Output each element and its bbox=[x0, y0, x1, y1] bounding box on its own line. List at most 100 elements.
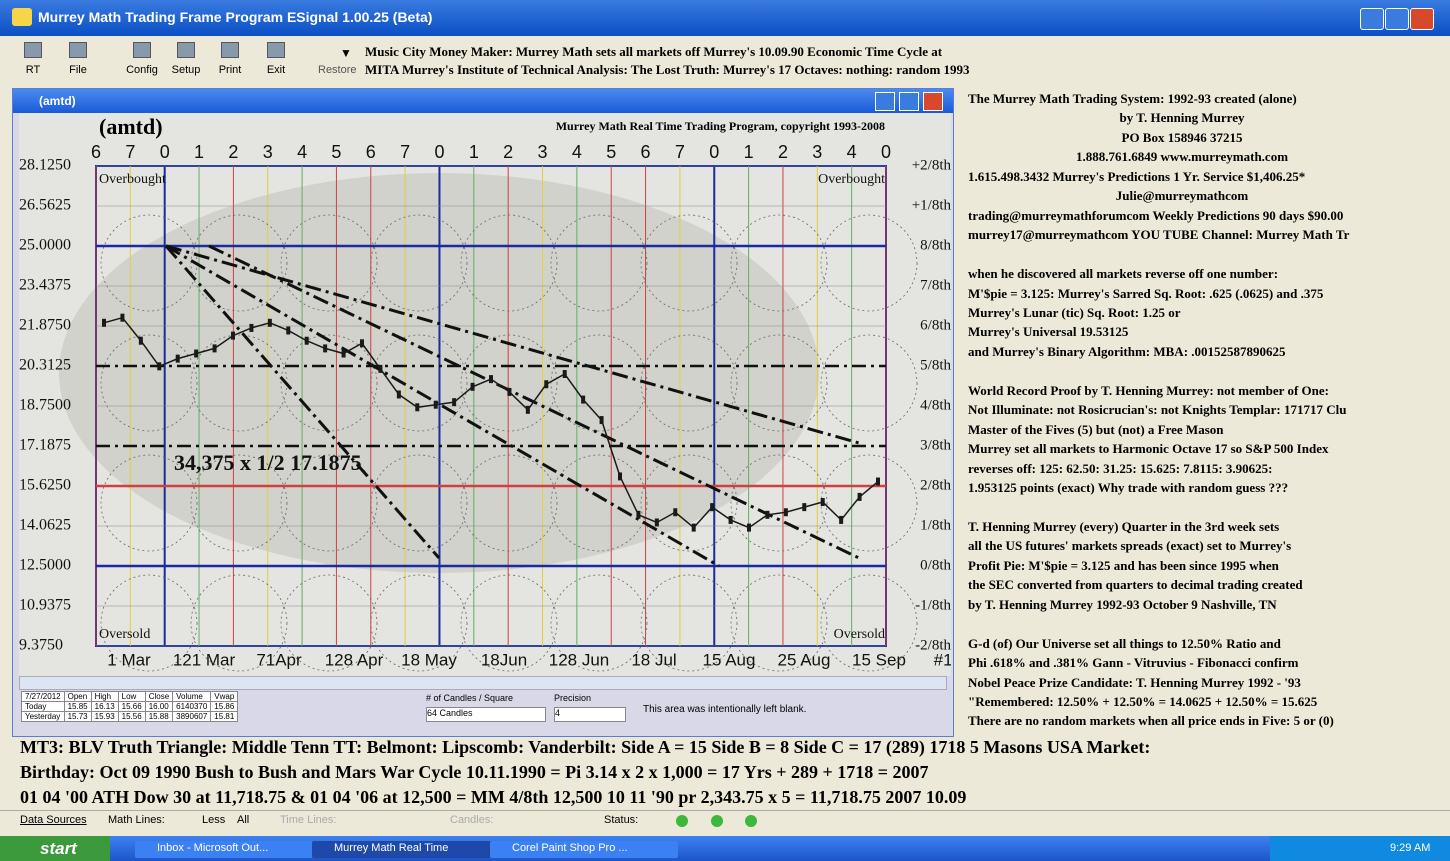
candle bbox=[415, 403, 419, 411]
info-line: murrey17@murreymathcom YOU TUBE Channel:… bbox=[968, 227, 1349, 243]
toolbar-button[interactable]: RT bbox=[13, 64, 53, 76]
chart-window-title: (amtd) bbox=[39, 94, 76, 108]
info-line: G-d (of) Our Universe set all things to … bbox=[968, 636, 1281, 652]
top-label: 2 bbox=[228, 142, 238, 162]
candle bbox=[157, 362, 161, 370]
precision-input[interactable]: 4 bbox=[554, 707, 626, 722]
blank-note: This area was intentionally left blank. bbox=[643, 704, 806, 715]
toolbar-button[interactable]: Print bbox=[210, 64, 250, 76]
x-tick-label: #10C bbox=[934, 650, 951, 669]
x-tick-label: 128 Jun bbox=[549, 650, 610, 669]
table-header-cell: Low bbox=[118, 692, 145, 702]
x-tick-label: 18 May bbox=[401, 650, 457, 669]
info-line: M'$pie = 3.125: Murrey's Sarred Sq. Root… bbox=[968, 286, 1323, 302]
status-light bbox=[711, 815, 723, 827]
top-label: 1 bbox=[744, 142, 754, 162]
maximize-button[interactable] bbox=[899, 92, 919, 111]
info-panel: The Murrey Math Trading System: 1992-93 … bbox=[962, 88, 1450, 735]
right-label: 1/8th bbox=[920, 517, 951, 533]
info-line: Murrey's Universal 19.53125 bbox=[968, 324, 1128, 340]
candle bbox=[636, 511, 640, 519]
candles-input[interactable]: 64 Candles bbox=[426, 707, 546, 722]
status-item: Math Lines: bbox=[108, 814, 165, 826]
horizontal-scrollbar[interactable] bbox=[19, 676, 947, 690]
candle bbox=[120, 314, 124, 322]
table-cell: 16.00 bbox=[145, 702, 172, 712]
candle bbox=[231, 332, 235, 340]
toolbar-icon[interactable] bbox=[177, 42, 195, 58]
minimize-button[interactable] bbox=[1360, 8, 1384, 30]
right-label: 0/8th bbox=[920, 557, 951, 573]
y-tick-label: 9.3750 bbox=[19, 637, 63, 654]
toolbar-icon[interactable] bbox=[24, 42, 42, 58]
close-button[interactable] bbox=[1410, 8, 1434, 30]
toolbar: ▼ Restore Music City Money Maker: Murrey… bbox=[0, 36, 1450, 88]
chart: 67012345670123456701234028.1250+2/8th26.… bbox=[19, 113, 951, 676]
table-header-cell: 7/27/2012 bbox=[22, 692, 65, 702]
window-title: Murrey Math Trading Frame Program ESigna… bbox=[38, 9, 432, 25]
status-item: Less bbox=[202, 814, 225, 826]
table-cell: 3890607 bbox=[173, 712, 211, 722]
toolbar-icon[interactable] bbox=[221, 42, 239, 58]
y-tick-label: 25.0000 bbox=[19, 237, 71, 254]
top-label: 4 bbox=[572, 142, 582, 162]
taskbar: start Inbox - Microsoft Out... Murrey Ma… bbox=[0, 836, 1450, 861]
message-line: MT3: BLV Truth Triangle: Middle Tenn TT:… bbox=[20, 737, 1150, 758]
dropdown-arrow[interactable]: ▼ bbox=[340, 46, 352, 60]
chart-title: (amtd) bbox=[99, 114, 163, 139]
toolbar-button[interactable]: Setup bbox=[166, 64, 206, 76]
y-tick-label: 18.7500 bbox=[19, 397, 71, 414]
right-label: 5/8th bbox=[920, 357, 951, 373]
candle bbox=[544, 380, 548, 388]
top-label: 3 bbox=[538, 142, 548, 162]
maximize-button[interactable] bbox=[1385, 8, 1409, 30]
status-item: Candles: bbox=[450, 814, 493, 826]
candle bbox=[139, 337, 143, 345]
restore-label[interactable]: Restore bbox=[318, 64, 357, 76]
right-label: 7/8th bbox=[920, 277, 951, 293]
right-label: 3/8th bbox=[920, 437, 951, 453]
close-button[interactable] bbox=[923, 92, 943, 111]
table-header-cell: Vwap bbox=[211, 692, 238, 702]
top-label: 6 bbox=[366, 142, 376, 162]
table-cell: Today bbox=[22, 702, 65, 712]
top-label: 4 bbox=[297, 142, 307, 162]
taskbar-item[interactable]: Inbox - Microsoft Out... bbox=[135, 841, 313, 858]
x-tick-label: 18 Jul bbox=[631, 650, 676, 669]
table-cell: 15.56 bbox=[118, 712, 145, 722]
toolbar-icon[interactable] bbox=[69, 42, 87, 58]
minimize-button[interactable] bbox=[875, 92, 895, 111]
y-tick-label: 17.1875 bbox=[19, 437, 71, 454]
table-cell: 6140370 bbox=[173, 702, 211, 712]
toolbar-button[interactable]: Exit bbox=[256, 64, 296, 76]
candle bbox=[784, 508, 788, 516]
toolbar-button[interactable]: File bbox=[58, 64, 98, 76]
y-tick-label: 23.4375 bbox=[19, 277, 71, 294]
right-label: 4/8th bbox=[920, 397, 951, 413]
candle bbox=[765, 511, 769, 519]
top-label: 3 bbox=[812, 142, 822, 162]
system-tray: 9:29 AM bbox=[1270, 836, 1450, 861]
candle bbox=[581, 396, 585, 404]
y-tick-label: 12.5000 bbox=[19, 557, 71, 574]
x-tick-label: 15 Sep bbox=[852, 650, 906, 669]
taskbar-item[interactable]: Murrey Math Real Time bbox=[312, 841, 500, 858]
info-line: "Remembered: 12.50% + 12.50% = 14.0625 +… bbox=[968, 694, 1317, 710]
x-tick-label: 121 Mar bbox=[173, 650, 236, 669]
candle bbox=[397, 390, 401, 398]
candle bbox=[729, 516, 733, 524]
info-line: by T. Henning Murrey bbox=[962, 110, 1402, 126]
start-button[interactable]: start bbox=[0, 836, 110, 861]
toolbar-icon[interactable] bbox=[267, 42, 285, 58]
y-tick-label: 28.1250 bbox=[19, 157, 71, 174]
info-line: when he discovered all markets reverse o… bbox=[968, 266, 1278, 282]
toolbar-button[interactable]: Config bbox=[122, 64, 162, 76]
taskbar-item[interactable]: Corel Paint Shop Pro ... bbox=[490, 841, 678, 858]
right-label: -1/8th bbox=[915, 597, 951, 613]
annotation: Overbought bbox=[818, 172, 885, 187]
table-header-cell: Open bbox=[64, 692, 91, 702]
table-cell: 15.93 bbox=[91, 712, 118, 722]
info-line: by T. Henning Murrey 1992-93 October 9 N… bbox=[968, 597, 1277, 613]
toolbar-icon[interactable] bbox=[133, 42, 151, 58]
status-item: Time Lines: bbox=[280, 814, 336, 826]
